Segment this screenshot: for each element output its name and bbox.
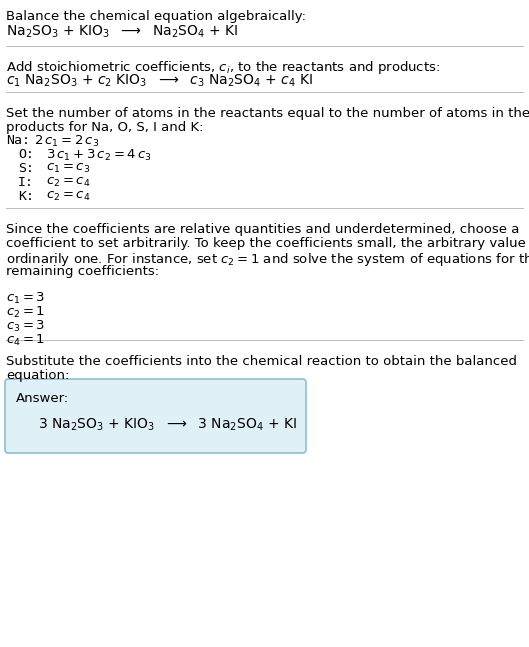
Text: $c_1 = 3$: $c_1 = 3$ — [6, 291, 45, 306]
Text: $\mathrm{Na_2SO_3}$ + $\mathrm{KIO_3}$  $\longrightarrow$  $\mathrm{Na_2SO_4}$ +: $\mathrm{Na_2SO_3}$ + $\mathrm{KIO_3}$ $… — [6, 24, 239, 40]
Text: $2\,c_1 = 2\,c_3$: $2\,c_1 = 2\,c_3$ — [34, 134, 99, 149]
Text: Balance the chemical equation algebraically:: Balance the chemical equation algebraica… — [6, 10, 306, 23]
FancyBboxPatch shape — [5, 379, 306, 453]
Text: I:: I: — [18, 176, 34, 189]
Text: Na:: Na: — [6, 134, 30, 147]
Text: Substitute the coefficients into the chemical reaction to obtain the balanced: Substitute the coefficients into the che… — [6, 355, 517, 368]
Text: $c_1$ $\mathrm{Na_2SO_3}$ + $c_2$ $\mathrm{KIO_3}$  $\longrightarrow$  $c_3$ $\m: $c_1$ $\mathrm{Na_2SO_3}$ + $c_2$ $\math… — [6, 73, 313, 89]
Text: products for Na, O, S, I and K:: products for Na, O, S, I and K: — [6, 121, 204, 134]
Text: $c_4 = 1$: $c_4 = 1$ — [6, 333, 45, 348]
Text: $c_2 = 1$: $c_2 = 1$ — [6, 305, 45, 320]
Text: $c_2 = c_4$: $c_2 = c_4$ — [46, 190, 90, 203]
Text: ordinarily one. For instance, set $c_2 = 1$ and solve the system of equations fo: ordinarily one. For instance, set $c_2 =… — [6, 251, 529, 268]
Text: Set the number of atoms in the reactants equal to the number of atoms in the: Set the number of atoms in the reactants… — [6, 107, 529, 120]
Text: $3$ $\mathrm{Na_2SO_3}$ + $\mathrm{KIO_3}$  $\longrightarrow$  $3$ $\mathrm{Na_2: $3$ $\mathrm{Na_2SO_3}$ + $\mathrm{KIO_3… — [38, 417, 297, 433]
Text: $c_3 = 3$: $c_3 = 3$ — [6, 319, 45, 334]
Text: Since the coefficients are relative quantities and underdetermined, choose a: Since the coefficients are relative quan… — [6, 223, 519, 236]
Text: $c_2 = c_4$: $c_2 = c_4$ — [46, 176, 90, 189]
Text: equation:: equation: — [6, 369, 69, 382]
Text: K:: K: — [18, 190, 34, 203]
Text: coefficient to set arbitrarily. To keep the coefficients small, the arbitrary va: coefficient to set arbitrarily. To keep … — [6, 237, 529, 250]
Text: S:: S: — [18, 162, 34, 175]
Text: remaining coefficients:: remaining coefficients: — [6, 265, 159, 278]
Text: Answer:: Answer: — [16, 392, 69, 405]
Text: Add stoichiometric coefficients, $c_i$, to the reactants and products:: Add stoichiometric coefficients, $c_i$, … — [6, 59, 440, 76]
Text: $3\,c_1 + 3\,c_2 = 4\,c_3$: $3\,c_1 + 3\,c_2 = 4\,c_3$ — [46, 148, 152, 163]
Text: O:: O: — [18, 148, 34, 161]
Text: $c_1 = c_3$: $c_1 = c_3$ — [46, 162, 90, 175]
